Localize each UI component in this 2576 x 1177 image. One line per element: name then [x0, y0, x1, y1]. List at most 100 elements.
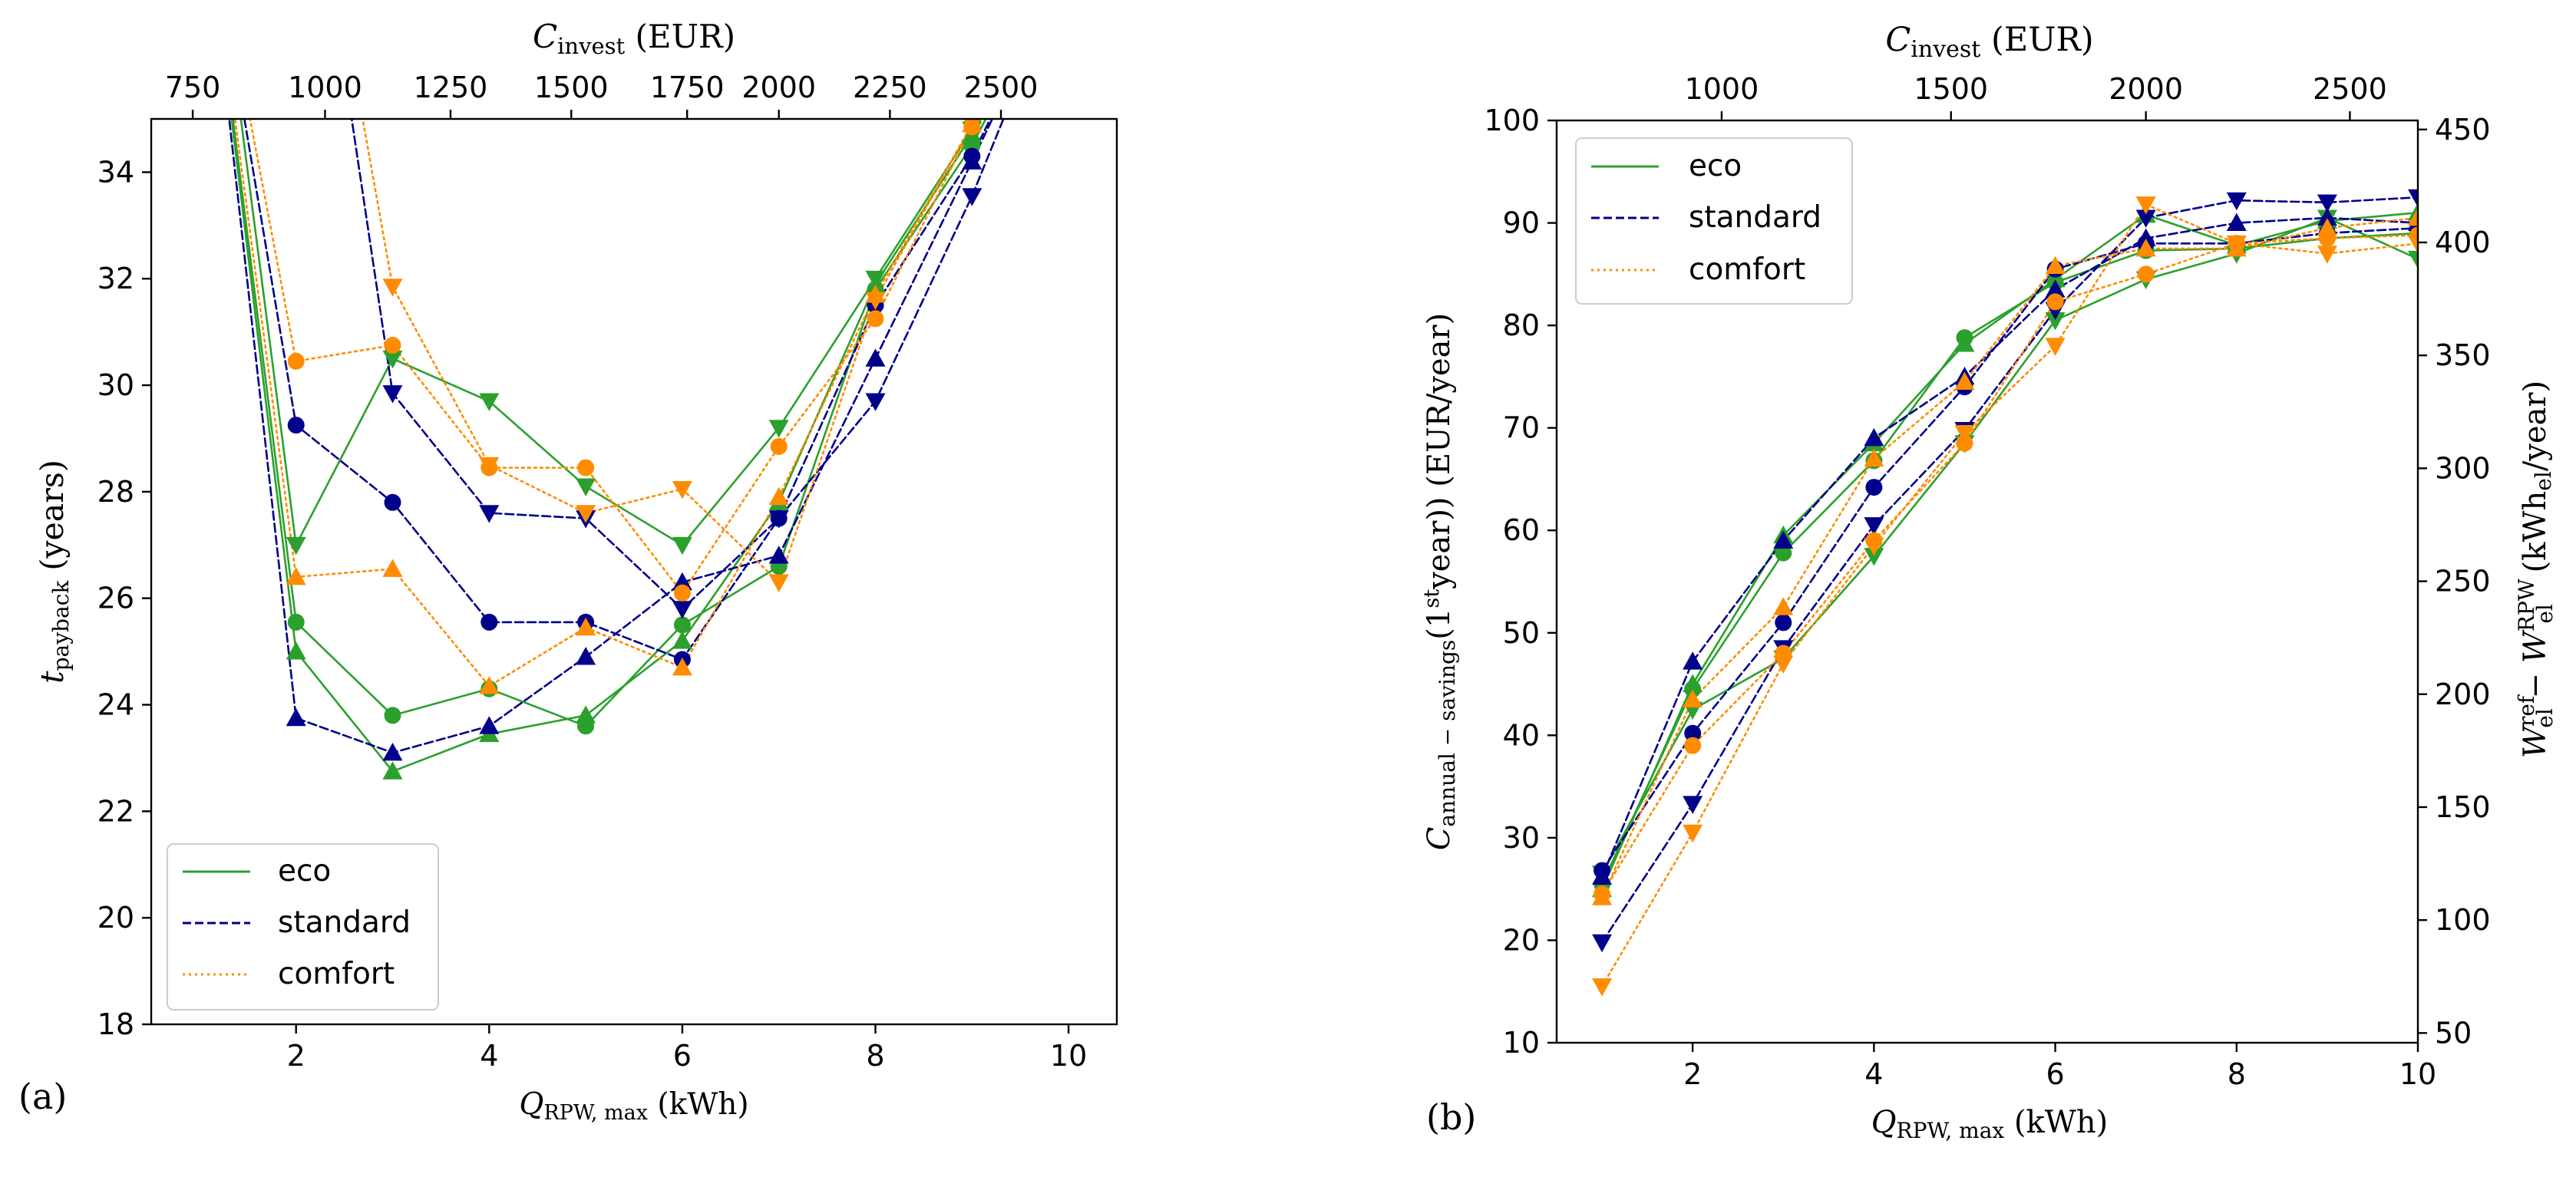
- data-point-eco-triangle-down-x6: [672, 536, 692, 556]
- y2-tick-label: 100: [2435, 903, 2491, 937]
- data-point-standard-triangle-down-x7: [2135, 209, 2156, 228]
- series-line-standard-triangle-down: [350, 119, 1005, 610]
- x-tick-label: 6: [673, 1039, 692, 1073]
- y-tick-label: 28: [97, 475, 134, 509]
- series-line-standard-circle: [1600, 226, 2418, 872]
- data-point-eco-triangle-down-x5: [576, 478, 596, 496]
- series-line-eco-triangle-down: [1600, 216, 2418, 875]
- data-point-standard-triangle-down-x10: [2408, 189, 2418, 208]
- data-point-comfort-triangle-up-x4: [479, 676, 500, 694]
- series-line-eco-triangle-up: [1600, 211, 2418, 890]
- data-point-comfort-circle-x6: [673, 584, 691, 602]
- data-point-standard-triangle-down-x4: [479, 505, 500, 523]
- data-point-standard-triangle-up-x4: [1864, 428, 1884, 447]
- top-tick-label: 1500: [1914, 72, 1988, 106]
- data-point-standard-triangle-up-x7: [2135, 228, 2156, 246]
- y-tick-label: 32: [97, 262, 134, 295]
- panel-label-a: (a): [18, 1076, 67, 1117]
- data-point-standard-triangle-up-x3: [1773, 530, 1794, 549]
- x-tick-label: 8: [866, 1039, 884, 1073]
- data-point-comfort-triangle-up-x6: [2045, 256, 2066, 275]
- series-line-comfort-circle: [249, 119, 978, 595]
- data-point-eco-triangle-down-x3: [382, 350, 403, 369]
- panel-label-b: (b): [1426, 1096, 1476, 1138]
- series-line-standard-circle: [243, 119, 992, 661]
- y-tick-label: 10: [1503, 1026, 1540, 1060]
- data-point-comfort-triangle-up-x3: [382, 559, 403, 577]
- y-tick-label: 40: [1503, 718, 1540, 752]
- plot-area-a: [228, 119, 1005, 780]
- top-tick-label: 2000: [741, 71, 816, 104]
- series-line-standard-triangle-up: [1600, 216, 2418, 878]
- data-point-standard-triangle-down-x8: [865, 393, 886, 411]
- series-line-comfort-triangle-up: [233, 119, 976, 687]
- data-point-comfort-triangle-up-x2: [286, 566, 306, 585]
- top-tick-label: 750: [165, 71, 221, 104]
- top-tick-label: 1250: [414, 71, 488, 104]
- series-line-eco-triangle-down: [239, 119, 979, 546]
- data-point-standard-circle-x2: [287, 417, 305, 434]
- data-point-eco-triangle-up-x5: [1954, 334, 1975, 352]
- series-line-eco-circle: [232, 119, 987, 727]
- y-tick-label: 34: [97, 155, 134, 189]
- data-point-comfort-triangle-up-x5: [1954, 371, 1975, 390]
- x-tick-label: 4: [480, 1039, 498, 1073]
- data-point-comfort-circle-x2: [1684, 737, 1702, 754]
- data-point-comfort-triangle-down-x8: [2226, 235, 2247, 254]
- x-tick-label: 10: [2399, 1057, 2436, 1091]
- data-point-standard-triangle-up-x3: [382, 743, 403, 761]
- data-point-standard-triangle-up-x6: [672, 572, 692, 591]
- data-point-standard-triangle-up-x4: [479, 716, 500, 734]
- y-tick-label: 20: [1503, 923, 1540, 957]
- y-tick-label: 70: [1503, 411, 1540, 445]
- y-tick-label: 100: [1484, 104, 1540, 137]
- data-point-comfort-triangle-down-x7: [768, 574, 789, 592]
- top-tick-label: 2000: [2109, 72, 2183, 106]
- data-point-eco-circle-x6: [673, 616, 691, 634]
- top-axis-label-b: Cinvest (EUR): [1885, 21, 2093, 63]
- data-point-eco-triangle-up-x6: [672, 631, 692, 649]
- data-point-standard-triangle-up-x8: [865, 348, 886, 367]
- series-line-comfort-circle: [1600, 234, 2418, 895]
- data-point-comfort-triangle-down-x4: [1864, 537, 1884, 556]
- data-point-standard-triangle-down-x8: [2226, 192, 2247, 211]
- data-point-standard-circle-x4: [481, 613, 498, 631]
- data-point-eco-triangle-down-x7: [768, 420, 789, 438]
- data-point-comfort-triangle-down-x9: [2317, 246, 2337, 264]
- data-point-comfort-circle-x5: [1956, 434, 1973, 452]
- series-line-standard-triangle-down: [1600, 196, 2418, 944]
- data-point-comfort-triangle-down-x3: [1773, 655, 1794, 674]
- data-point-standard-triangle-up-x5: [576, 647, 596, 665]
- data-point-standard-triangle-down-x1: [1592, 934, 1613, 953]
- y2-tick-label: 250: [2435, 565, 2491, 598]
- y-tick-label: 80: [1503, 308, 1540, 342]
- data-point-standard-circle-x2: [1684, 724, 1702, 742]
- data-point-comfort-circle-x8: [867, 310, 884, 328]
- x-axis-label-a: QRPW, max (kWh): [519, 1087, 748, 1125]
- data-point-comfort-triangle-up-x6: [672, 657, 692, 676]
- data-point-comfort-triangle-down-x7: [2135, 196, 2156, 215]
- y-axis-label-a: tpayback (years): [34, 460, 74, 684]
- data-point-comfort-triangle-up-x2: [1683, 689, 1703, 707]
- x-tick-label: 4: [1864, 1057, 1883, 1091]
- data-point-eco-triangle-down-x4: [479, 393, 500, 411]
- x-tick-label: 10: [1050, 1039, 1087, 1073]
- data-point-standard-triangle-down-x9: [2317, 194, 2337, 213]
- y-axis-label-b: Cannual − savings(1styear)) (EUR/year): [1420, 313, 1460, 850]
- y2-tick-label: 50: [2435, 1016, 2472, 1050]
- y-tick-label: 50: [1503, 616, 1540, 650]
- series-line-standard-triangle-up: [228, 119, 994, 754]
- legend-label-comfort-a: comfort: [278, 957, 395, 991]
- y-tick-label: 26: [97, 582, 134, 615]
- data-point-eco-triangle-up-x3: [382, 761, 403, 780]
- data-point-standard-triangle-down-x7: [768, 510, 789, 529]
- data-point-standard-triangle-down-x2: [1683, 796, 1703, 814]
- top-tick-label: 1000: [288, 71, 362, 104]
- y2-tick-label: 200: [2435, 678, 2491, 711]
- data-point-comfort-triangle-up-x5: [576, 617, 596, 636]
- data-point-eco-circle-x3: [384, 707, 401, 724]
- legend-a: eco standard comfort: [167, 843, 439, 1011]
- data-point-standard-circle-x3: [384, 493, 401, 511]
